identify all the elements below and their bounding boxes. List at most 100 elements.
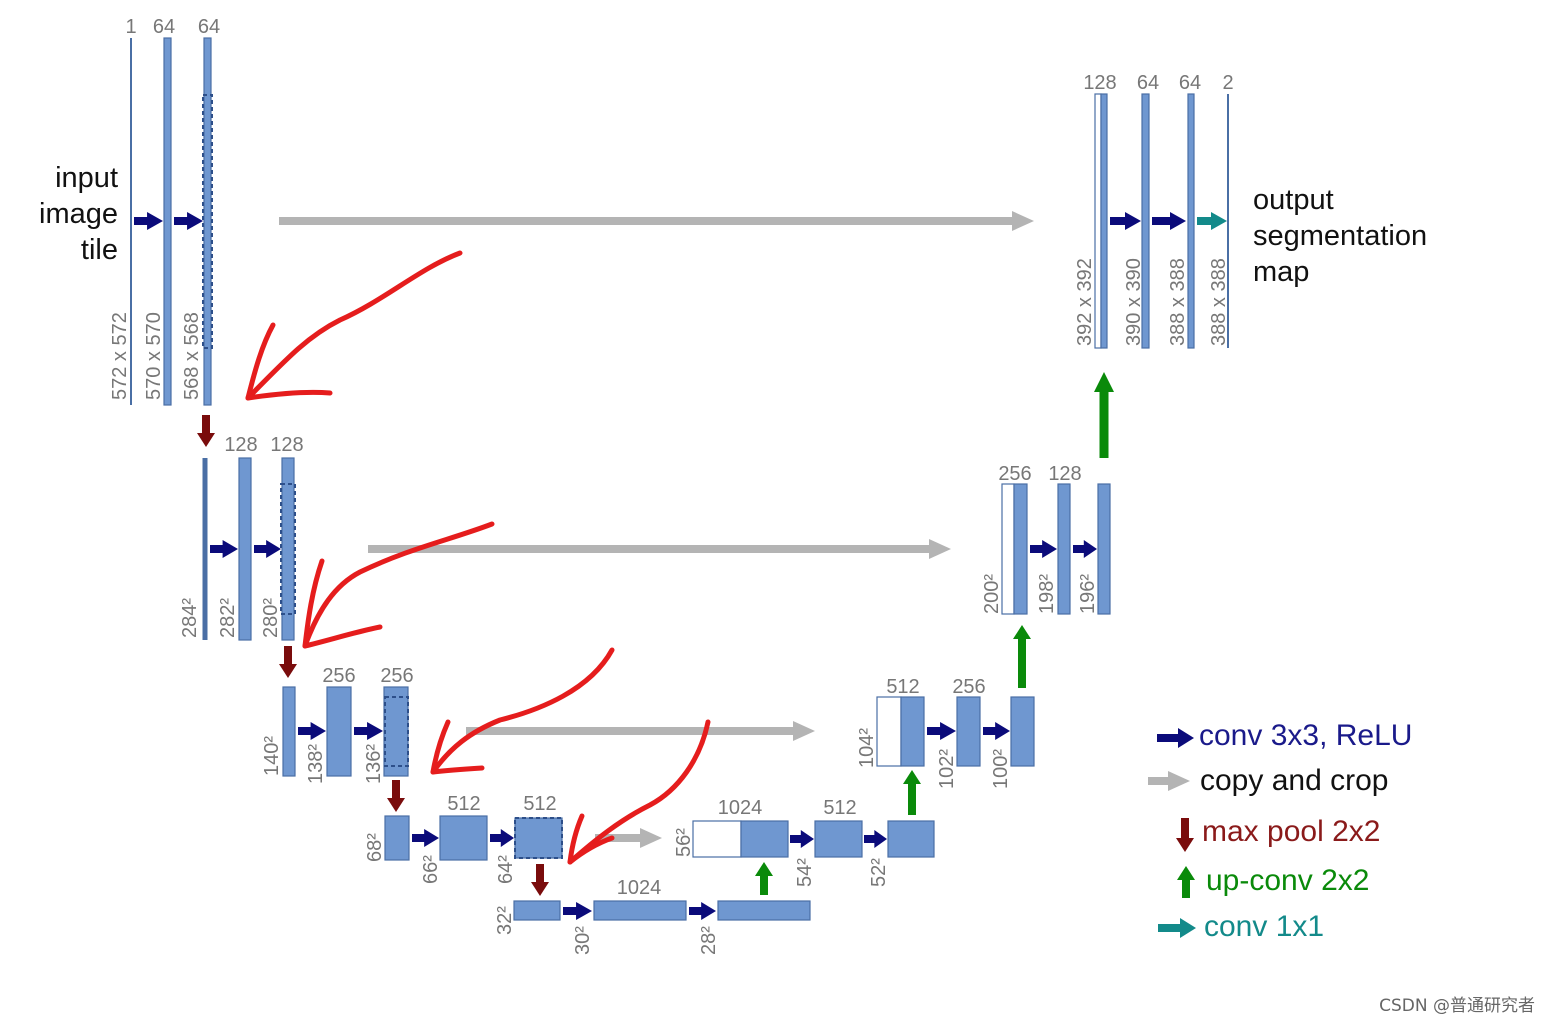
crop-region — [384, 696, 409, 767]
conv-1x1-arrow — [1197, 212, 1227, 230]
conv-arrow — [1110, 212, 1141, 230]
size-label: 66² — [420, 855, 442, 884]
conv-arrow — [1073, 540, 1097, 558]
conv-arrow — [983, 722, 1010, 740]
conv-arrow — [210, 540, 238, 558]
feature-map-block — [439, 815, 488, 861]
size-label: 32² — [494, 906, 516, 935]
up-conv-arrow — [1094, 372, 1114, 458]
channel-label: 64 — [1137, 72, 1159, 94]
annotation-stroke — [567, 835, 615, 865]
input-label-line: input — [55, 162, 118, 194]
size-label: 138² — [305, 744, 327, 784]
channel-label: 256 — [380, 665, 413, 687]
channel-label: 512 — [447, 793, 480, 815]
copy-and-crop-arrow — [279, 211, 1034, 231]
conv-arrow — [927, 722, 956, 740]
copy-and-crop-arrow — [466, 721, 815, 741]
size-label: 64² — [495, 855, 517, 884]
feature-map-block — [281, 457, 295, 641]
copy-and-crop-arrow — [368, 539, 951, 559]
channel-label: 128 — [1048, 463, 1081, 485]
feature-map-block — [814, 820, 863, 858]
annotation-stroke — [302, 624, 383, 649]
max-pool-arrow — [197, 415, 215, 447]
feature-map-block — [900, 696, 925, 767]
legend-conv1x1-label: conv 1x1 — [1204, 910, 1325, 943]
legend-copy-label: copy and crop — [1200, 764, 1389, 797]
max-pool-arrow — [387, 780, 405, 812]
feature-map-block — [1100, 93, 1108, 349]
feature-map-block — [1013, 483, 1028, 615]
feature-map-block — [514, 817, 563, 859]
legend-conv1x1-arrow — [1158, 918, 1196, 938]
channel-label: 256 — [998, 463, 1031, 485]
copy-and-crop-arrow — [595, 828, 662, 848]
up-conv-arrow — [903, 770, 921, 815]
size-label: 28² — [698, 926, 720, 955]
feature-map-block — [717, 900, 811, 921]
legend-upconv-label: up-conv 2x2 — [1206, 864, 1370, 897]
input-label-line: tile — [80, 234, 118, 266]
feature-map-block — [593, 900, 687, 921]
copied-feature-map — [876, 696, 902, 767]
channel-label: 256 — [322, 665, 355, 687]
max-pool-arrow — [279, 646, 297, 678]
size-label: 572 x 572 — [109, 312, 131, 400]
max-pool-arrow — [531, 864, 549, 896]
feature-map-block — [1141, 93, 1150, 349]
conv-arrow — [1030, 540, 1057, 558]
channel-label: 512 — [823, 797, 856, 819]
feature-map-block — [383, 686, 409, 777]
legend-upconv-arrow — [1177, 866, 1195, 898]
feature-map-block — [238, 457, 252, 641]
feature-map-block — [282, 686, 296, 777]
annotation-stroke — [302, 521, 495, 649]
size-label: 388 x 388 — [1208, 258, 1230, 346]
annotation-stroke — [302, 558, 325, 649]
feature-map-block — [1097, 483, 1111, 615]
legend-conv-label: conv 3x3, ReLU — [1199, 719, 1413, 752]
output-label: output segmentation map — [1253, 182, 1427, 290]
conv-arrow — [1152, 212, 1186, 230]
size-label: 104² — [856, 728, 878, 768]
annotation-stroke — [245, 322, 276, 401]
conv-arrow — [864, 830, 887, 848]
conv-arrow — [298, 722, 326, 740]
conv-arrow — [174, 212, 203, 230]
feature-map-block — [956, 696, 981, 767]
channel-label: 1024 — [617, 877, 662, 899]
annotation-stroke — [430, 765, 485, 775]
channel-label: 256 — [952, 676, 985, 698]
conv-arrow — [563, 902, 592, 920]
copied-feature-map — [692, 820, 742, 858]
channel-label: 512 — [523, 793, 556, 815]
size-label: 198² — [1036, 574, 1058, 614]
feature-map-block — [203, 37, 212, 406]
feature-map-block — [887, 820, 935, 858]
channel-label: 128 — [224, 434, 257, 456]
up-conv-arrow — [755, 862, 773, 895]
conv-arrow — [134, 212, 163, 230]
copy-and-crop-arrow — [1148, 771, 1190, 791]
feature-map-block — [163, 37, 172, 406]
input-label: input image tile — [22, 160, 118, 268]
copied-feature-map — [1001, 483, 1015, 615]
conv-arrow — [490, 829, 514, 847]
size-label: 200² — [981, 574, 1003, 614]
annotation-stroke — [245, 389, 333, 401]
output-label-line: segmentation — [1253, 220, 1428, 252]
up-conv-arrow — [1013, 625, 1031, 688]
crop-region — [514, 817, 563, 859]
size-label: 280² — [260, 598, 282, 638]
size-label: 54² — [794, 858, 816, 887]
annotation-stroke — [245, 250, 463, 401]
annotation-stroke — [567, 719, 711, 865]
feature-map-block — [513, 900, 561, 921]
channel-label: 2 — [1222, 72, 1233, 94]
size-label: 100² — [990, 749, 1012, 789]
annotation-stroke — [430, 719, 451, 775]
size-label: 570 x 570 — [143, 312, 165, 400]
channel-label: 64 — [153, 16, 175, 38]
channel-label: 64 — [198, 16, 220, 38]
